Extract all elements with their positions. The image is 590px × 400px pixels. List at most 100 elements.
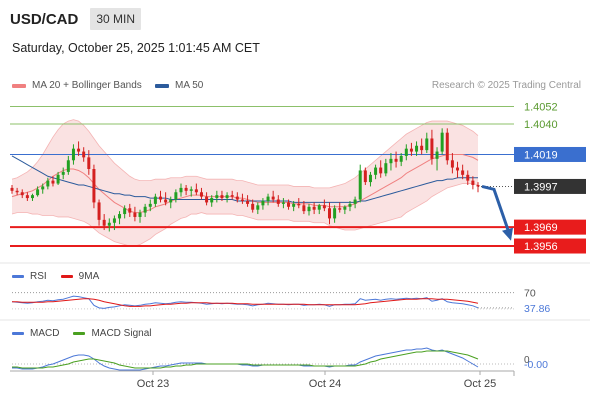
candle-body [399, 155, 403, 162]
candle-body [189, 189, 193, 191]
rsi-level-label: 70 [524, 288, 536, 300]
rsi-legend-label: RSI [30, 271, 47, 282]
candle-body [287, 202, 291, 207]
candle-body [97, 202, 101, 220]
legend-label: MA 50 [175, 80, 204, 91]
candle-body [169, 199, 173, 203]
x-tick-label: Oct 25 [464, 378, 496, 390]
support-label: 1.3969 [524, 222, 558, 234]
last-price-label: 1.3997 [524, 181, 558, 193]
ma20-swatch [12, 83, 26, 88]
candle-body [271, 196, 275, 200]
candle-body [10, 187, 14, 191]
macd-line [12, 347, 479, 371]
x-tick-label: Oct 24 [309, 378, 341, 390]
candle-body [240, 199, 244, 201]
macd-legend: MACD MACD Signal [12, 328, 151, 339]
candle-body [348, 203, 352, 207]
candle-body [312, 206, 316, 210]
candle-body [384, 163, 388, 174]
macd-signal-legend-label: MACD Signal [91, 328, 152, 339]
candle-body [368, 174, 372, 183]
candle-body [92, 169, 96, 203]
pivot-label: 1.4019 [524, 149, 558, 161]
candle-body [394, 158, 398, 162]
candle-body [456, 167, 460, 171]
macd-signal-line [12, 350, 479, 369]
candle-body [450, 160, 454, 168]
last-price-tag [514, 178, 586, 194]
candle-body [476, 184, 480, 187]
candle-body [358, 170, 362, 200]
candle-body [107, 222, 111, 226]
candle-body [133, 212, 137, 217]
bollinger-upper [11, 119, 479, 189]
candle-body [164, 199, 168, 203]
support-label: 1.3956 [524, 241, 558, 253]
candle-body [210, 198, 214, 203]
candle-body [302, 205, 306, 212]
macd-zero-label: 0 [524, 355, 530, 366]
macd-legend-label: MACD [30, 328, 60, 339]
candle-body [30, 195, 34, 199]
bollinger-lower [11, 183, 479, 247]
ma50-line [11, 155, 478, 203]
candle-body [374, 167, 378, 175]
candle-body [333, 208, 337, 219]
candle-body [61, 171, 65, 175]
candle-body [77, 148, 81, 152]
candle-body [51, 180, 55, 184]
candle-body [199, 192, 203, 197]
ma20-line [11, 153, 479, 214]
rsi-ma-legend-label: 9MA [78, 271, 100, 282]
timeframe-badge[interactable]: 30 MIN [90, 8, 142, 30]
candle-body [159, 196, 163, 200]
candle-body [322, 205, 326, 209]
candle-body [297, 203, 301, 206]
candle-body [179, 187, 183, 193]
candle-body [123, 208, 127, 215]
rsi-ma-line [12, 298, 479, 307]
candle-body [425, 138, 429, 151]
candle-body [25, 195, 29, 199]
candle-body [235, 196, 239, 200]
candle-body [215, 195, 219, 199]
candle-body [153, 196, 157, 204]
legend-label: MA 20 + Bollinger Bands [32, 80, 142, 91]
candle-body [194, 189, 198, 193]
candle-body [466, 174, 470, 181]
rsi-legend: RSI 9MA [12, 271, 99, 282]
candle-body [184, 187, 188, 191]
rsi-swatch [12, 275, 24, 278]
candle-body [102, 219, 106, 226]
candle-body [87, 157, 91, 170]
rsi-ma-swatch [60, 275, 73, 278]
candle-body [118, 214, 122, 219]
candle-body [148, 203, 152, 207]
candle-body [430, 138, 434, 159]
forecast-arrow [481, 184, 511, 234]
candle-body [41, 186, 45, 190]
legend-ma20-bb: MA 20 + Bollinger Bands [12, 80, 142, 91]
candle-body [292, 203, 296, 207]
candle-body [46, 180, 50, 187]
candle-body [82, 151, 86, 158]
candle-body [471, 180, 475, 185]
candle-body [379, 167, 383, 174]
candle-body [225, 195, 229, 199]
forecast-arrowhead [502, 227, 513, 241]
candle-body [56, 174, 60, 184]
candle-body [415, 145, 419, 152]
macd-swatch [12, 332, 24, 335]
resistance-label: 1.4052 [524, 102, 558, 114]
candle-body [404, 148, 408, 156]
bollinger-band [12, 119, 478, 247]
candle-body [36, 189, 40, 196]
candle-body [420, 145, 424, 151]
candle-body [445, 132, 449, 161]
legend-ma50: MA 50 [155, 80, 203, 91]
macd-last-label: -0.00 [524, 359, 548, 371]
support-tag [514, 238, 586, 254]
candle-body [261, 200, 265, 206]
candle-body [461, 170, 465, 175]
